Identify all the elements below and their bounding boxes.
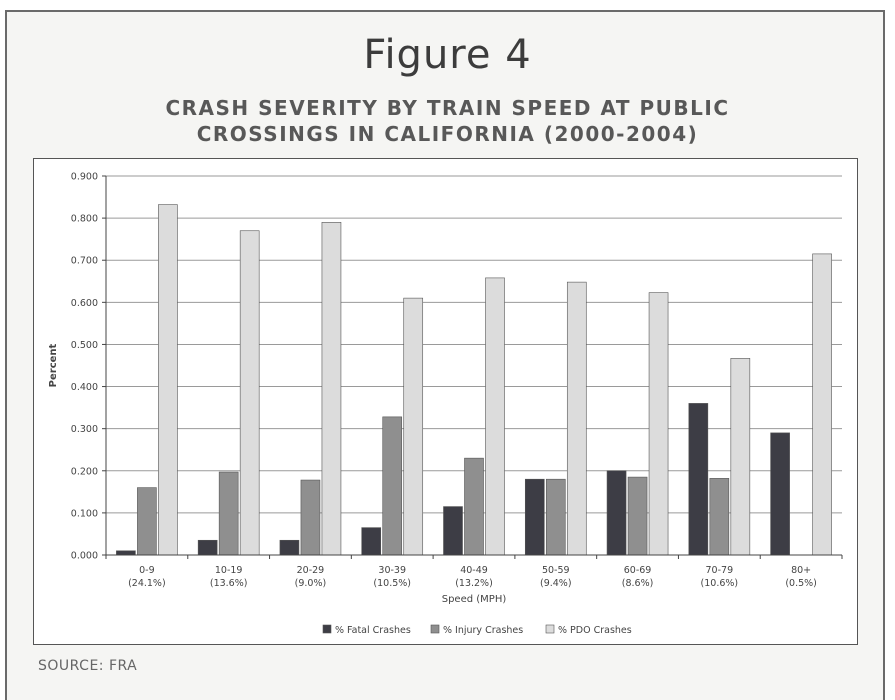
y-axis-ticks: 0.000 0.100 0.200 0.300 0.400 0.500 0.600 0.700…	[71, 172, 106, 562]
bar-injury-crashes-30-39	[382, 416, 403, 556]
x-tick-sublabel: (10.6%)	[701, 578, 739, 589]
bar-fatal-crashes-60-69	[606, 470, 627, 556]
bar-pdo-crashes-10-19	[239, 230, 260, 556]
chart-subtitle-line-2: CROSSINGS IN CALIFORNIA (2000-2004)	[196, 122, 699, 146]
bar-fatal-crashes-10-19	[197, 539, 218, 556]
bar-pdo-crashes-70-79	[730, 358, 751, 556]
x-tick-sublabel: (0.5%)	[785, 578, 817, 589]
x-tick-sublabel: (9.0%)	[295, 578, 327, 589]
x-axis-labels: 0-9 (24.1%) 10-19 (13.6%) 20-29 (9.0%) 30-39 (1…	[105, 555, 843, 589]
source-note: SOURCE: FRA	[38, 658, 138, 674]
chart-container: 0.000 0.100 0.200 0.300 0.400 0.500 0.600 0.700…	[33, 158, 858, 645]
x-tick-sublabel: (9.4%)	[540, 578, 572, 589]
y-tick-label: 0.300	[71, 424, 98, 435]
bar-pdo-crashes-60-69	[648, 292, 669, 556]
y-tick-label: 0.700	[71, 256, 98, 267]
y-tick-label: 0.400	[71, 382, 98, 393]
chart-subtitle-line-1: CRASH SEVERITY BY TRAIN SPEED AT PUBLIC	[165, 96, 730, 120]
bar-injury-crashes-10-19	[218, 471, 239, 556]
x-tick-label: 0-9	[139, 565, 155, 576]
y-tick-label: 0.900	[71, 172, 98, 183]
bar-chart: 0.000 0.100 0.200 0.300 0.400 0.500 0.600 0.700…	[48, 172, 843, 636]
legend-label: % Injury Crashes	[443, 625, 523, 636]
bar-injury-crashes-50-59	[545, 478, 566, 556]
bar-pdo-crashes-20-29	[321, 222, 342, 556]
legend-swatch	[545, 624, 555, 634]
bar-pdo-crashes-80+	[812, 253, 832, 556]
x-tick-label: 40-49	[460, 565, 488, 576]
x-tick-sublabel: (24.1%)	[128, 578, 166, 589]
bars	[116, 204, 832, 556]
bar-pdo-crashes-0-9	[158, 204, 178, 556]
y-axis-label: Percent	[48, 343, 59, 387]
bar-injury-crashes-70-79	[709, 478, 730, 556]
legend: % Fatal Crashes % Injury Crashes % PDO Cra…	[322, 624, 632, 636]
bar-injury-crashes-20-29	[300, 479, 321, 556]
legend-swatch	[322, 624, 332, 634]
x-tick-label: 30-39	[378, 565, 406, 576]
bar-fatal-crashes-50-59	[524, 478, 545, 556]
x-tick-label: 20-29	[297, 565, 325, 576]
y-tick-label: 0.500	[71, 340, 98, 351]
bar-pdo-crashes-30-39	[403, 297, 424, 556]
x-tick-sublabel: (13.2%)	[455, 578, 493, 589]
legend-swatch	[430, 624, 440, 634]
legend-label: % Fatal Crashes	[335, 625, 411, 636]
x-tick-label: 60-69	[624, 565, 652, 576]
x-tick-label: 10-19	[215, 565, 243, 576]
x-tick-label: 70-79	[706, 565, 734, 576]
y-tick-label: 0.200	[71, 466, 98, 477]
x-tick-sublabel: (10.5%)	[373, 578, 411, 589]
y-tick-label: 0.800	[71, 214, 98, 225]
figure-title: Figure 4	[363, 32, 532, 78]
bar-pdo-crashes-40-49	[485, 277, 505, 556]
x-tick-label: 80+	[791, 565, 811, 576]
bar-fatal-crashes-20-29	[279, 539, 300, 556]
bar-injury-crashes-60-69	[627, 476, 648, 556]
x-axis-label: Speed (MPH)	[442, 594, 507, 605]
y-tick-label: 0.600	[71, 298, 98, 309]
x-tick-sublabel: (13.6%)	[210, 578, 248, 589]
bar-injury-crashes-0-9	[137, 487, 157, 556]
x-tick-sublabel: (8.6%)	[622, 578, 654, 589]
bar-fatal-crashes-30-39	[361, 527, 382, 556]
bar-pdo-crashes-50-59	[566, 281, 587, 556]
y-tick-label: 0.100	[71, 508, 98, 519]
bar-injury-crashes-40-49	[464, 457, 484, 556]
bar-fatal-crashes-40-49	[443, 506, 463, 556]
bar-fatal-crashes-70-79	[688, 403, 709, 556]
x-tick-label: 50-59	[542, 565, 570, 576]
y-tick-label: 0.000	[71, 551, 98, 562]
legend-label: % PDO Crashes	[558, 625, 632, 636]
bar-fatal-crashes-0-9	[116, 550, 136, 556]
bar-fatal-crashes-80+	[770, 432, 790, 556]
